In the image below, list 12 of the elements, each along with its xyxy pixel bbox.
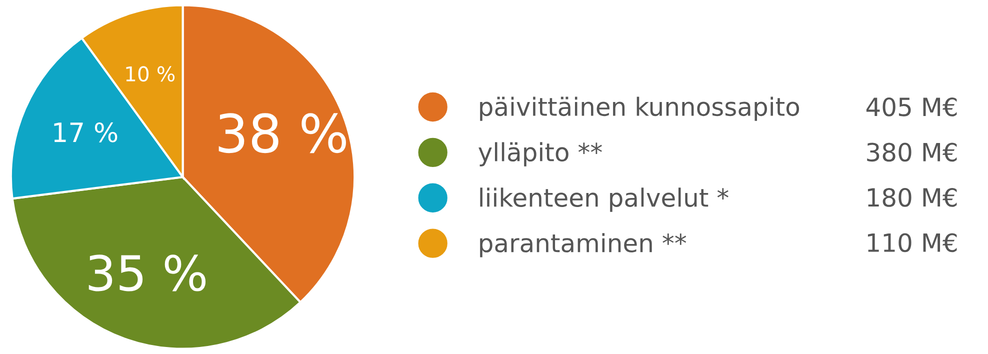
text: 110 M€: [868, 233, 957, 252]
legend-label: päivittäinen kunnossapito: [480, 96, 800, 121]
data-label: 17 %: [54, 122, 118, 142]
text: 380 M€: [867, 142, 957, 162]
text: 405 M€: [866, 97, 957, 116]
text: 180 M€: [868, 188, 957, 207]
legend-label: parantaminen **: [480, 233, 686, 258]
legend-label: liikenteen palvelut *: [480, 188, 728, 212]
legend-label: ylläpito **: [478, 142, 602, 166]
data-label: 10 %: [126, 66, 175, 82]
data-label: 35 %: [88, 254, 206, 292]
data-label: 38 %: [218, 113, 346, 154]
